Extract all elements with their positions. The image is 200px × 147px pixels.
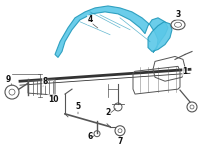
Text: 5: 5 [75, 102, 81, 111]
Text: 9: 9 [5, 75, 11, 84]
Text: 10: 10 [48, 95, 58, 103]
Text: 7: 7 [117, 137, 123, 146]
Text: 1: 1 [182, 67, 188, 76]
Text: 4: 4 [87, 15, 93, 24]
Polygon shape [148, 22, 172, 51]
Text: 6: 6 [87, 132, 93, 141]
Text: 8: 8 [42, 77, 48, 86]
Polygon shape [55, 6, 168, 57]
Text: 3: 3 [175, 10, 181, 19]
Text: 2: 2 [105, 108, 111, 117]
